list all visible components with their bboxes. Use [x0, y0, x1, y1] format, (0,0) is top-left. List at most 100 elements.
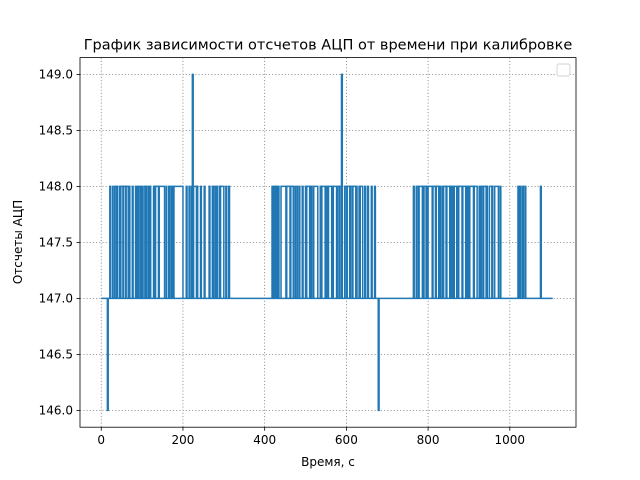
- high-range-148: [521, 185, 525, 299]
- y-tick-label: 149.0: [39, 68, 73, 82]
- chart-title: График зависимости отсчетов АЦП от време…: [84, 38, 573, 54]
- high-spike-148: [464, 185, 468, 299]
- high-spike-148: [304, 185, 308, 299]
- high-spike-148: [301, 185, 304, 299]
- high-range-148: [213, 185, 217, 299]
- x-tick-label: 400: [253, 433, 276, 447]
- high-spike-148: [111, 185, 114, 299]
- high-spike-148: [134, 185, 138, 299]
- high-spike-148: [373, 185, 377, 299]
- high-spike-148: [188, 185, 191, 299]
- high-spike-148: [154, 185, 157, 299]
- y-tick-label: 146.0: [39, 404, 73, 418]
- high-spike-148: [434, 185, 438, 299]
- spike-146: [106, 298, 109, 412]
- high-spike-148: [216, 185, 219, 299]
- high-spike-148: [338, 185, 341, 299]
- high-spike-148: [478, 185, 481, 299]
- high-spike-148: [277, 185, 280, 299]
- high-spike-148: [225, 185, 228, 299]
- high-spike-148: [185, 185, 188, 299]
- high-spike-148: [518, 185, 522, 299]
- high-spike-148: [355, 185, 358, 299]
- high-range-148: [442, 185, 453, 299]
- high-spike-148: [524, 185, 527, 299]
- high-spike-148: [227, 185, 231, 299]
- y-tick-label: 148.0: [39, 180, 73, 194]
- high-spike-148: [148, 185, 152, 299]
- high-spike-148: [345, 185, 348, 299]
- high-spike-148: [331, 185, 334, 299]
- high-spike-148: [298, 185, 301, 299]
- high-spike-148: [366, 185, 370, 299]
- x-tick-label: 600: [335, 433, 358, 447]
- high-spike-148: [364, 185, 367, 299]
- high-spike-148: [412, 185, 415, 299]
- high-spike-148: [271, 185, 274, 299]
- high-range-148: [415, 185, 419, 299]
- high-spike-148: [157, 185, 161, 299]
- high-spike-148: [140, 185, 144, 299]
- high-spike-148: [461, 185, 464, 299]
- high-spike-148: [274, 185, 277, 299]
- high-spike-148: [426, 185, 429, 299]
- high-spike-148: [449, 185, 452, 299]
- high-spike-148: [499, 185, 502, 299]
- series: [101, 73, 553, 412]
- high-spike-148: [171, 185, 175, 299]
- high-spike-148: [199, 185, 203, 299]
- high-spike-148: [326, 185, 330, 299]
- high-spike-148: [136, 185, 140, 299]
- high-spike-148: [324, 185, 328, 299]
- high-spike-148: [445, 185, 448, 299]
- high-spike-148: [468, 185, 471, 299]
- high-spike-148: [358, 185, 361, 299]
- x-tick-label: 1000: [495, 433, 526, 447]
- high-spike-148: [292, 185, 295, 299]
- high-spike-148: [312, 185, 315, 299]
- high-spike-148: [319, 185, 322, 299]
- high-spike-148: [208, 185, 211, 299]
- y-tick-label: 147.0: [39, 292, 73, 306]
- high-spike-148: [308, 185, 312, 299]
- high-spike-148: [452, 185, 455, 299]
- high-spike-148: [539, 185, 543, 299]
- high-range-148: [169, 185, 173, 299]
- high-spike-148: [422, 185, 425, 299]
- spike-149: [340, 73, 344, 299]
- high-spike-148: [441, 185, 444, 299]
- high-spike-148: [485, 185, 488, 299]
- high-spike-148: [122, 185, 125, 299]
- x-axis-label: Время, с: [301, 455, 355, 469]
- high-spike-148: [491, 185, 494, 299]
- y-tick-label: 148.5: [39, 124, 73, 138]
- high-spike-148: [437, 185, 441, 299]
- y-tick-label: 146.5: [39, 348, 73, 362]
- spike-146: [377, 298, 380, 412]
- high-range-148: [493, 185, 500, 299]
- high-spike-148: [131, 185, 134, 299]
- high-spike-148: [457, 185, 460, 299]
- high-spike-148: [211, 185, 214, 299]
- x-tick-label: 800: [417, 433, 440, 447]
- y-axis-label: Отсчеты АЦП: [11, 200, 25, 284]
- high-spike-148: [482, 185, 485, 299]
- high-spike-148: [218, 185, 222, 299]
- high-spike-148: [195, 185, 199, 299]
- high-spike-148: [203, 185, 206, 299]
- high-spike-148: [127, 185, 131, 299]
- spike-149: [191, 73, 194, 299]
- legend-box: [556, 63, 571, 77]
- x-tick-label: 0: [97, 433, 105, 447]
- x-tick-label: 200: [172, 433, 195, 447]
- high-spike-148: [472, 185, 476, 299]
- x-ticks: 0 200 400 600 800 1000: [97, 427, 525, 447]
- high-spike-148: [348, 185, 352, 299]
- high-spike-148: [351, 185, 354, 299]
- high-spike-148: [289, 185, 292, 299]
- high-range-148: [294, 185, 299, 299]
- y-tick-label: 147.5: [39, 236, 73, 250]
- high-spike-148: [431, 185, 434, 299]
- y-ticks: 146.0 146.5 147.0 147.5 148.0 148.5 149.0: [39, 68, 80, 418]
